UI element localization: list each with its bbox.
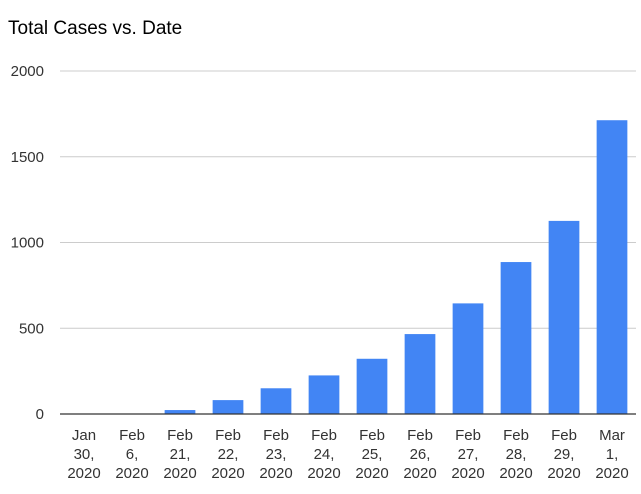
gridlines [60,70,636,329]
bar [212,400,244,414]
x-tick-label: Feb 24, 2020 [307,427,340,482]
bar [164,410,196,414]
x-tick-label: Mar 1, 2020 [595,427,628,482]
x-tick-label: Feb 26, 2020 [403,427,436,482]
x-tick-label-line: Feb [407,427,433,444]
bar [548,220,580,414]
x-tick-label-line: 23, [266,446,287,463]
y-tick-label: 0 [36,406,44,423]
x-tick-label: Feb 21, 2020 [163,427,196,482]
x-tick-label-line: 25, [362,446,383,463]
x-tick-label-line: Jan [72,427,96,444]
x-tick-label-line: 2020 [595,465,628,482]
x-tick-label-line: 2020 [307,465,340,482]
bar [452,303,484,414]
x-tick-label: Feb 6, 2020 [115,427,148,482]
x-tick-label: Feb 28, 2020 [499,427,532,482]
x-tick-label: Feb 25, 2020 [355,427,388,482]
x-tick-label-line: Feb [503,427,529,444]
y-tick-label: 2000 [11,63,44,80]
x-tick-label-line: 29, [554,446,575,463]
bar [596,120,628,415]
x-tick-label-line: 28, [506,446,527,463]
x-tick-label-line: 2020 [67,465,100,482]
x-tick-label-line: Feb [167,427,193,444]
x-tick-label-line: Feb [263,427,289,444]
x-tick-label-line: Mar [599,427,625,444]
x-tick-label-line: 2020 [403,465,436,482]
x-tick-label-line: 2020 [355,465,388,482]
bars [68,120,628,415]
bar [356,358,388,414]
x-tick-label: Feb 29, 2020 [547,427,580,482]
x-tick-label-line: 1, [606,446,619,463]
x-tick-label-line: 2020 [163,465,196,482]
x-tick-label-line: Feb [311,427,337,444]
x-tick-label-line: 27, [458,446,479,463]
bar [260,388,292,414]
x-tick-label-line: 2020 [259,465,292,482]
y-tick-labels: 0 500 1000 1500 2000 [11,63,44,423]
x-tick-label-line: Feb [215,427,241,444]
x-tick-label: Feb 23, 2020 [259,427,292,482]
y-tick-label: 1000 [11,235,44,252]
x-tick-label-line: 24, [314,446,335,463]
y-tick-label: 500 [19,320,44,337]
x-tick-label-line: 6, [126,446,139,463]
x-tick-label-line: 30, [74,446,95,463]
chart-title: Total Cases vs. Date [8,18,183,39]
x-tick-label: Feb 22, 2020 [211,427,244,482]
x-tick-label-line: 2020 [451,465,484,482]
x-tick-label-line: Feb [359,427,385,444]
x-tick-label-line: 26, [410,446,431,463]
bar [308,375,340,414]
x-tick-label: Feb 27, 2020 [451,427,484,482]
x-tick-label-line: 2020 [547,465,580,482]
x-tick-label-line: 2020 [211,465,244,482]
x-tick-label-line: 21, [170,446,191,463]
x-tick-label-line: 22, [218,446,239,463]
x-tick-label-line: Feb [551,427,577,444]
x-tick-label-line: 2020 [499,465,532,482]
bar [500,262,532,414]
x-tick-label-line: Feb [455,427,481,444]
x-tick-label: Jan 30, 2020 [67,427,100,482]
x-tick-label-line: Feb [119,427,145,444]
x-tick-label-line: 2020 [115,465,148,482]
bar [404,334,436,414]
y-tick-label: 1500 [11,149,44,166]
